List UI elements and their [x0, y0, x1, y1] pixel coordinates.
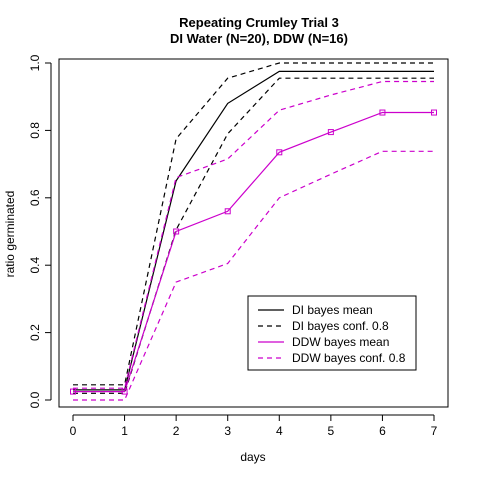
plot-frame: [58, 58, 449, 408]
x-axis: 0 1 2 3 4 5 6 7: [70, 414, 438, 438]
data-point-marker: [327, 129, 334, 136]
y-tick-label: 0.0: [28, 391, 42, 408]
data-point-marker: [70, 388, 76, 395]
data-point-marker: [431, 109, 437, 116]
x-tick-label: 4: [276, 424, 283, 438]
conf-band-line-2: [73, 77, 434, 394]
legend-label: DDW bayes mean: [292, 335, 389, 349]
legend-label: DDW bayes conf. 0.8: [292, 351, 406, 365]
x-tick-label: 7: [431, 424, 438, 438]
x-tick-label: 1: [121, 424, 128, 438]
x-tick-label: 3: [224, 424, 231, 438]
data-point-marker: [276, 149, 283, 156]
data-point-marker: [224, 208, 231, 215]
chart-subtitle: DI Water (N=20), DDW (N=16): [170, 31, 348, 46]
y-tick-label: 0.2: [28, 324, 42, 341]
conf-band-line-5: [73, 150, 434, 401]
series-layer: [70, 62, 437, 401]
x-tick-label: 0: [70, 424, 77, 438]
legend-label: DI bayes mean: [292, 303, 373, 317]
y-tick-label: 0.8: [28, 122, 42, 139]
mean-line-3: [73, 111, 434, 393]
conf-band-line-1: [73, 62, 434, 386]
y-tick-label: 0.6: [28, 189, 42, 206]
x-tick-label: 5: [328, 424, 335, 438]
data-point-marker: [173, 228, 180, 235]
y-axis-label: ratio germinated: [3, 191, 17, 278]
legend: DI bayes mean DI bayes conf. 0.8 DDW bayes…: [247, 295, 417, 371]
y-tick-label: 1.0: [28, 54, 42, 71]
chart-title: Repeating Crumley Trial 3: [179, 15, 339, 30]
data-point-marker: [121, 388, 128, 395]
x-axis-label: days: [240, 450, 265, 464]
data-point-marker: [379, 109, 386, 116]
y-tick-label: 0.4: [28, 257, 42, 274]
x-tick-label: 2: [173, 424, 180, 438]
y-axis: 0.0 0.2 0.4 0.6 0.8 1.0: [28, 54, 52, 408]
legend-label: DI bayes conf. 0.8: [292, 319, 389, 333]
x-tick-label: 6: [379, 424, 386, 438]
